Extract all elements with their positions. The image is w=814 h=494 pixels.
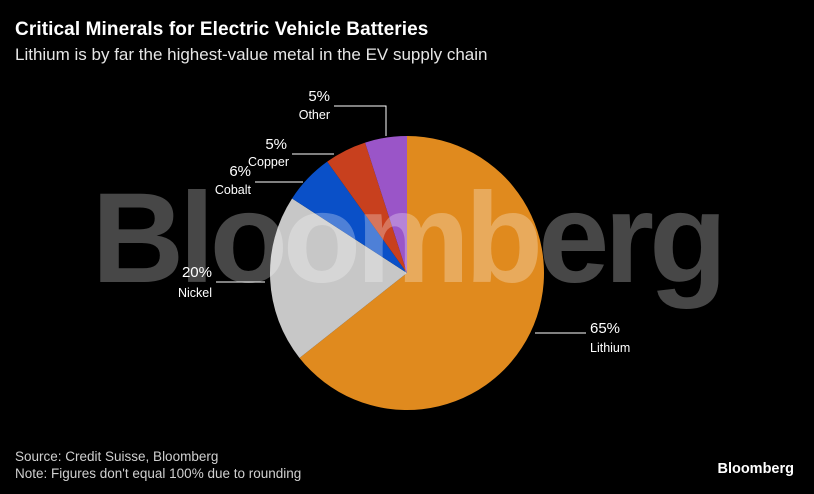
- leader-line-other: [334, 105, 387, 136]
- bloomberg-logo: Bloomberg: [717, 461, 794, 477]
- category-label-cobalt: Cobalt: [215, 183, 252, 197]
- pie-slices: [269, 136, 545, 410]
- footnote: Note: Figures don't equal 100% due to ro…: [15, 466, 302, 481]
- pie-slice-nickel: [269, 198, 407, 358]
- category-label-lithium: Lithium: [590, 341, 630, 355]
- category-label-other: Other: [299, 108, 330, 122]
- pie-slice-cobalt: [292, 161, 407, 273]
- value-label-nickel: 20%: [182, 264, 212, 281]
- value-label-other: 5%: [308, 88, 330, 105]
- category-label-copper: Copper: [248, 155, 289, 169]
- pie-slice-copper: [327, 142, 407, 273]
- chart-subtitle: Lithium is by far the highest-value meta…: [15, 45, 488, 64]
- value-label-copper: 5%: [265, 136, 287, 153]
- bloomberg-watermark: Bloomberg: [92, 167, 723, 310]
- value-label-lithium: 65%: [590, 320, 620, 337]
- pie-slice-other: [365, 136, 407, 273]
- category-label-nickel: Nickel: [178, 286, 212, 300]
- pie-slice-lithium: [299, 136, 545, 410]
- pie-labels: 65% Lithium 20% Nickel 6% Cobalt 5% Copper 5% Oth…: [178, 88, 630, 355]
- chart-title: Critical Minerals for Electric Vehicle B…: [15, 19, 429, 40]
- value-label-cobalt: 6%: [229, 163, 251, 180]
- source-note: Source: Credit Suisse, Bloomberg: [15, 449, 219, 464]
